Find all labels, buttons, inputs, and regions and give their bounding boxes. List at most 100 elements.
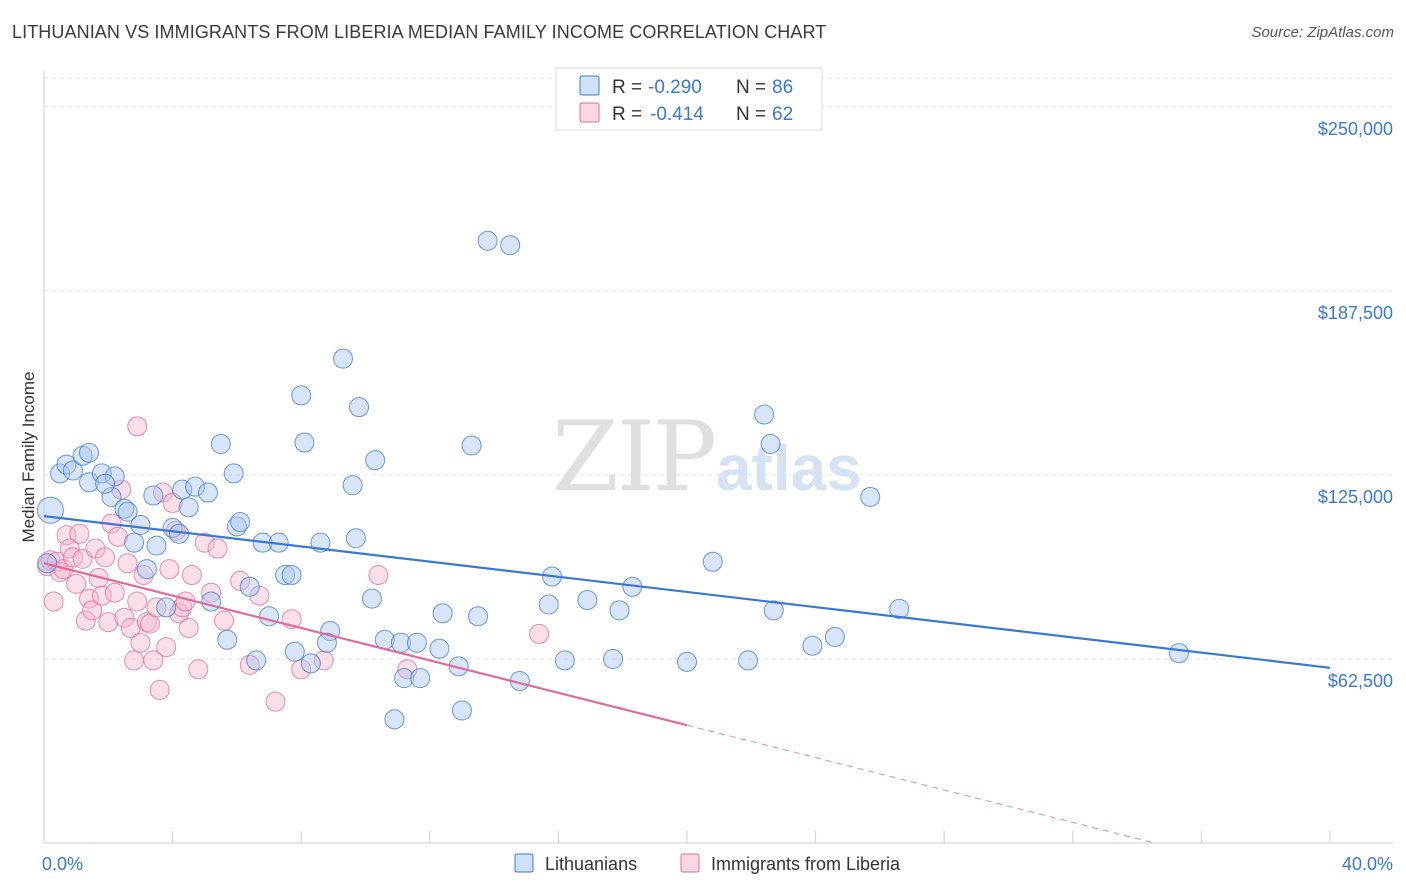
point-liberia <box>117 553 138 574</box>
point-lithuanians <box>62 460 83 481</box>
point-lithuanians <box>394 668 415 689</box>
point-lithuanians <box>500 235 521 256</box>
y-tick-label: $62,500 <box>1328 671 1393 691</box>
point-liberia <box>43 591 64 612</box>
point-lithuanians <box>406 632 427 653</box>
point-liberia <box>265 691 286 712</box>
point-liberia <box>230 570 251 591</box>
point-liberia <box>98 612 119 633</box>
point-liberia <box>207 538 228 559</box>
point-lithuanians <box>609 600 630 621</box>
legend-n-label-2: N = <box>736 104 766 125</box>
point-lithuanians <box>130 514 151 535</box>
y-tick-label: $125,000 <box>1318 487 1393 507</box>
legend-swatch-liberia <box>579 102 600 123</box>
point-lithuanians <box>429 638 450 659</box>
point-liberia <box>133 565 154 586</box>
point-liberia <box>136 612 157 633</box>
point-lithuanians <box>361 588 382 609</box>
bottom-legend-swatch-liberia <box>680 853 700 873</box>
point-liberia <box>368 565 389 586</box>
point-lithuanians <box>702 551 723 572</box>
point-liberia <box>124 650 145 671</box>
legend-r-value-1: -0.290 <box>648 77 702 98</box>
point-liberia <box>169 603 190 624</box>
point-lithuanians <box>146 535 167 556</box>
point-lithuanians <box>217 629 238 650</box>
point-liberia <box>127 591 148 612</box>
point-lithuanians <box>210 433 231 454</box>
point-lithuanians <box>802 635 823 656</box>
point-lithuanians <box>230 512 251 533</box>
y-axis-label: Median Family Income <box>19 371 38 542</box>
point-lithuanians <box>760 433 781 454</box>
point-liberia <box>107 526 128 547</box>
point-lithuanians <box>300 653 321 674</box>
point-lithuanians <box>332 348 353 369</box>
point-lithuanians <box>410 668 431 689</box>
point-liberia <box>529 623 550 644</box>
point-liberia <box>79 588 100 609</box>
point-lithuanians <box>677 651 697 672</box>
point-lithuanians <box>281 565 302 586</box>
point-liberia <box>214 610 235 631</box>
point-lithuanians <box>95 473 116 494</box>
point-lithuanians <box>889 598 910 619</box>
point-liberia <box>95 547 116 568</box>
legend-n-value-2: 62 <box>772 104 793 125</box>
point-lithuanians <box>294 432 315 453</box>
point-liberia <box>130 632 151 653</box>
point-lithuanians <box>365 450 386 471</box>
point-liberia <box>178 618 199 639</box>
point-lithuanians <box>291 385 312 406</box>
point-lithuanians <box>185 476 206 497</box>
legend: R = -0.290 N = 86 R = -0.414 N = 62 <box>555 67 823 131</box>
point-liberia <box>66 573 87 594</box>
axes <box>43 70 1393 844</box>
point-lithuanians <box>201 591 222 612</box>
watermark: ZIP atlas <box>552 401 862 513</box>
point-lithuanians <box>451 700 472 721</box>
point-liberia <box>143 650 164 671</box>
point-lithuanians <box>197 482 218 503</box>
legend-swatch-lithuanians <box>579 75 600 96</box>
point-liberia <box>104 582 125 603</box>
point-lithuanians <box>738 650 759 671</box>
point-lithuanians <box>432 603 453 624</box>
point-lithuanians <box>345 528 366 549</box>
point-liberia <box>127 416 148 437</box>
legend-r-label-1: R = <box>612 77 642 98</box>
point-liberia <box>194 532 215 553</box>
point-lithuanians <box>468 606 489 627</box>
point-lithuanians <box>36 496 64 524</box>
point-lithuanians <box>101 486 122 507</box>
point-lithuanians <box>56 454 77 475</box>
legend-r-value-2: -0.414 <box>650 104 704 125</box>
point-liberia <box>114 607 135 628</box>
watermark-atlas: atlas <box>716 432 862 504</box>
point-liberia <box>291 659 312 680</box>
point-liberia <box>156 637 177 658</box>
point-lithuanians <box>246 650 267 671</box>
point-lithuanians <box>603 648 624 669</box>
point-liberia <box>159 559 180 580</box>
series-lithuanians-points <box>36 230 1189 730</box>
legend-n-label-1: N = <box>736 77 766 98</box>
point-lithuanians <box>143 485 164 506</box>
point-lithuanians <box>284 641 305 662</box>
bottom-legend: Lithuanians Immigrants from Liberia <box>514 853 901 874</box>
point-lithuanians <box>554 650 575 671</box>
point-lithuanians <box>384 709 405 730</box>
point-lithuanians <box>136 559 157 580</box>
point-lithuanians <box>461 435 482 456</box>
chart-source: Source: ZipAtlas.com <box>1251 24 1394 41</box>
y-tick-labels: $62,500 $125,000 $187,500 $250,000 <box>1318 119 1393 691</box>
chart-title: LITHUANIAN VS IMMIGRANTS FROM LIBERIA ME… <box>12 22 827 42</box>
y-tick-label: $187,500 <box>1318 303 1393 323</box>
point-lithuanians <box>259 606 280 627</box>
point-lithuanians <box>156 597 177 618</box>
point-lithuanians <box>342 475 363 496</box>
bottom-legend-liberia: Immigrants from Liberia <box>711 854 901 874</box>
point-liberia <box>69 523 90 544</box>
point-lithuanians <box>577 590 598 611</box>
